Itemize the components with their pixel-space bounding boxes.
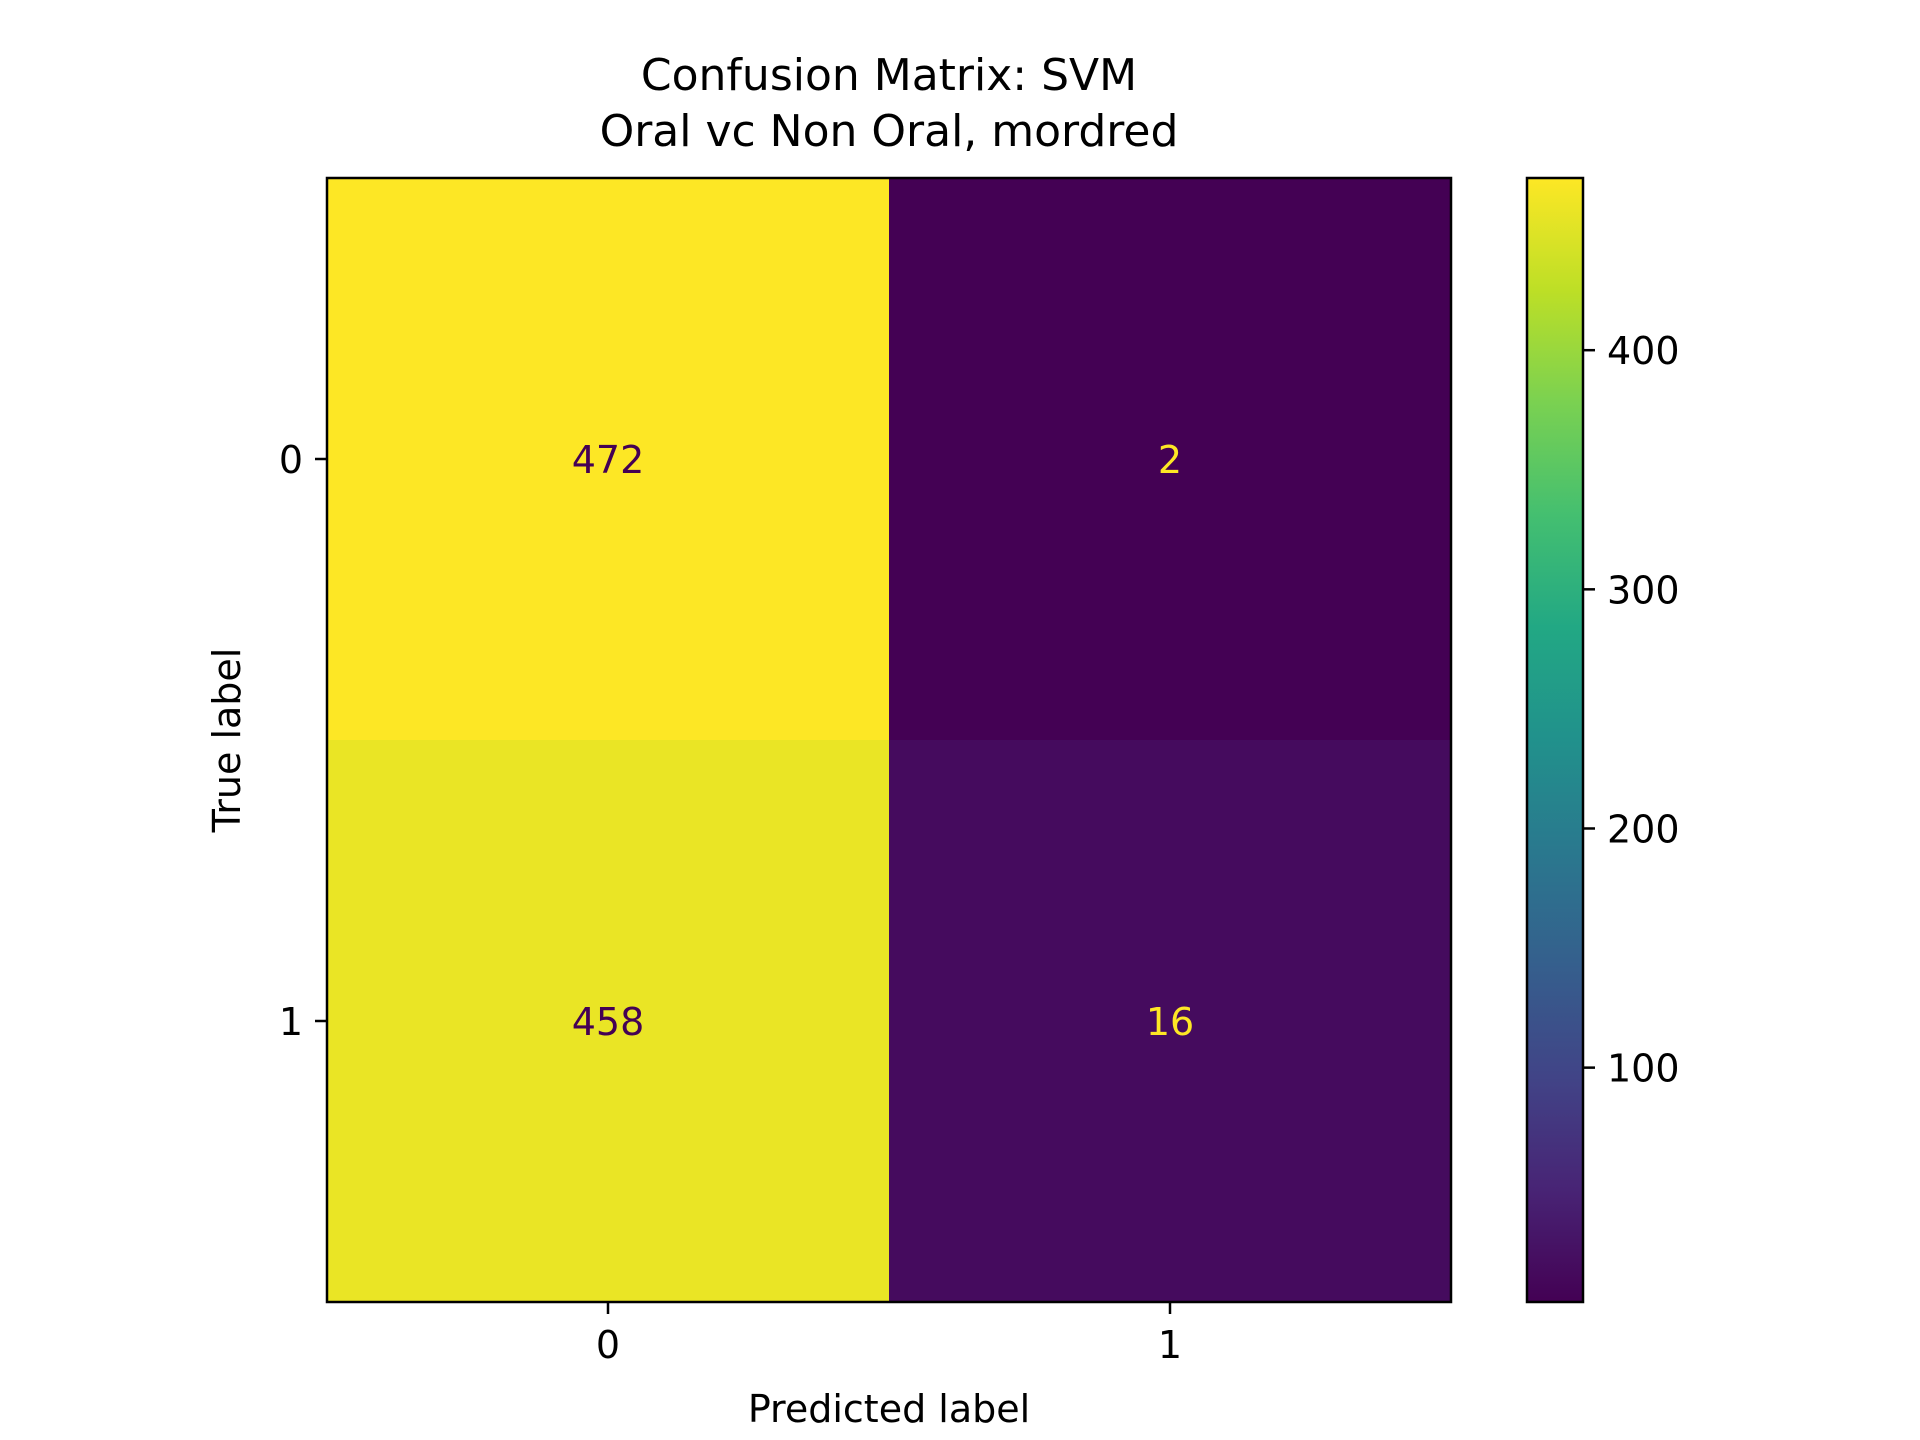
matrix-cells: 472 2 458 16: [327, 178, 1451, 1302]
y-axis-label: True label: [205, 648, 249, 834]
axis-ticks: 0 1 0 1: [279, 438, 1182, 1367]
chart-subtitle: Oral vc Non Oral, mordred: [600, 106, 1179, 157]
x-tick-label: 0: [596, 1323, 620, 1367]
cell-value-label: 2: [1158, 438, 1182, 482]
cell-value-label: 472: [572, 438, 645, 482]
matrix-cell-1-1: [889, 740, 1451, 1302]
colorbar-tick-label: 200: [1607, 807, 1680, 851]
colorbar-ticks: 100 200 300 400: [1583, 329, 1680, 1091]
y-tick-label: 0: [279, 438, 303, 482]
chart-title: Confusion Matrix: SVM: [641, 50, 1137, 101]
matrix-cell-0-0: [327, 178, 889, 740]
cell-value-label: 16: [1146, 1000, 1194, 1044]
colorbar-tick-label: 100: [1607, 1047, 1680, 1091]
matrix-cell-0-1: [889, 178, 1451, 740]
colorbar-tick-label: 400: [1607, 329, 1680, 373]
matrix-cell-1-0: [327, 740, 889, 1302]
y-tick-label: 1: [279, 1000, 303, 1044]
cell-value-label: 458: [572, 1000, 645, 1044]
plot-frame: [325, 176, 1453, 1304]
colorbar-tick-label: 300: [1607, 568, 1680, 612]
x-axis-label: Predicted label: [748, 1387, 1030, 1431]
x-tick-label: 1: [1158, 1323, 1182, 1367]
colorbar: [1525, 176, 1585, 1304]
